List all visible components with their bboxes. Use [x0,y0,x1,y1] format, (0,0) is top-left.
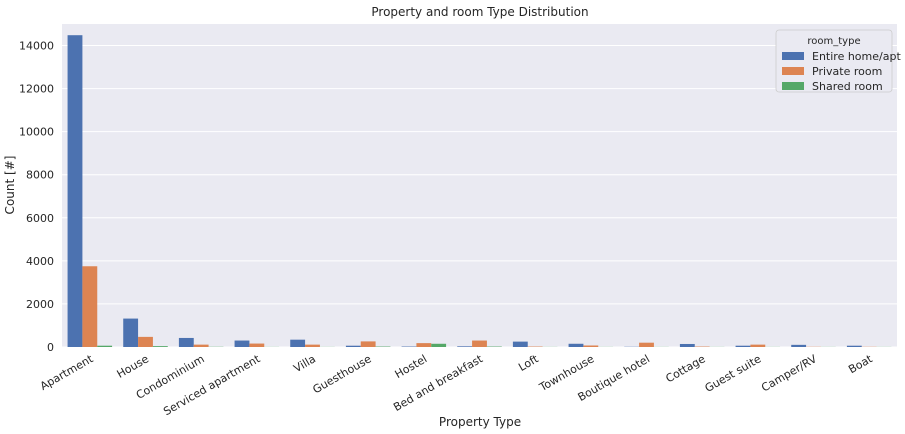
grid-lines [62,45,897,348]
bar [152,346,168,347]
bar [568,343,584,347]
bar [512,341,528,347]
bar [138,336,153,347]
y-tick-label: 12000 [19,83,54,96]
bar [639,342,654,347]
bar [67,35,83,348]
x-tick-label: Guesthouse [310,352,373,396]
bar [345,345,361,347]
x-tick-label: Cottage [663,352,707,385]
x-tick-label: Loft [516,352,541,374]
y-tick-label: 4000 [26,255,54,268]
legend-swatch [782,67,804,75]
x-tick-label: Boat [846,352,875,376]
bar [735,345,751,347]
legend-swatch [782,82,804,90]
bar [123,318,139,347]
y-tick-label: 14000 [19,40,54,53]
chart-title: Property and room Type Distribution [371,5,588,19]
bar [431,343,447,347]
y-tick-label: 0 [47,341,54,354]
bar [234,340,250,347]
bar [416,343,432,347]
plot-background [62,24,897,347]
bars [67,35,892,348]
bar [360,341,376,347]
y-tick-label: 2000 [26,298,54,311]
legend-swatch [782,52,804,60]
legend-box [775,29,893,93]
y-tick-label: 8000 [26,169,54,182]
legend-label: Private room [812,65,882,78]
legend: room_type Entire home/apt Private room Sha… [775,29,901,93]
bar [249,343,265,347]
bar [82,266,98,347]
y-axis-title: Count [#] [3,156,17,215]
bar [305,344,320,347]
y-tick-label: 10000 [19,126,54,139]
bar [750,344,766,347]
x-tick-label: Villa [291,352,318,375]
x-tick-label: Serviced apartment [161,352,263,418]
x-tick-label: House [115,352,152,381]
legend-label: Entire home/apt [812,50,901,63]
bar [472,340,487,347]
x-tick-label: Camper/RV [759,352,819,394]
bar [791,344,807,347]
y-tick-label: 6000 [26,212,54,225]
bar [178,337,194,347]
x-tick-label: Apartment [38,352,96,393]
bar [97,345,113,347]
y-tick-labels: 0 2000 4000 6000 8000 10000 12000 14000 [19,40,54,354]
bar [583,345,599,347]
x-axis-title: Property Type [439,415,521,429]
bar [290,339,306,347]
bar [457,346,473,347]
x-tick-label: Hostel [393,352,430,381]
bar [679,343,695,347]
bar [846,345,862,347]
legend-items: Entire home/apt Private room Shared room [782,50,901,93]
legend-title: room_type [807,36,860,47]
bar [193,344,209,347]
legend-label: Shared room [812,80,883,93]
x-tick-label: Guest suite [703,352,764,395]
